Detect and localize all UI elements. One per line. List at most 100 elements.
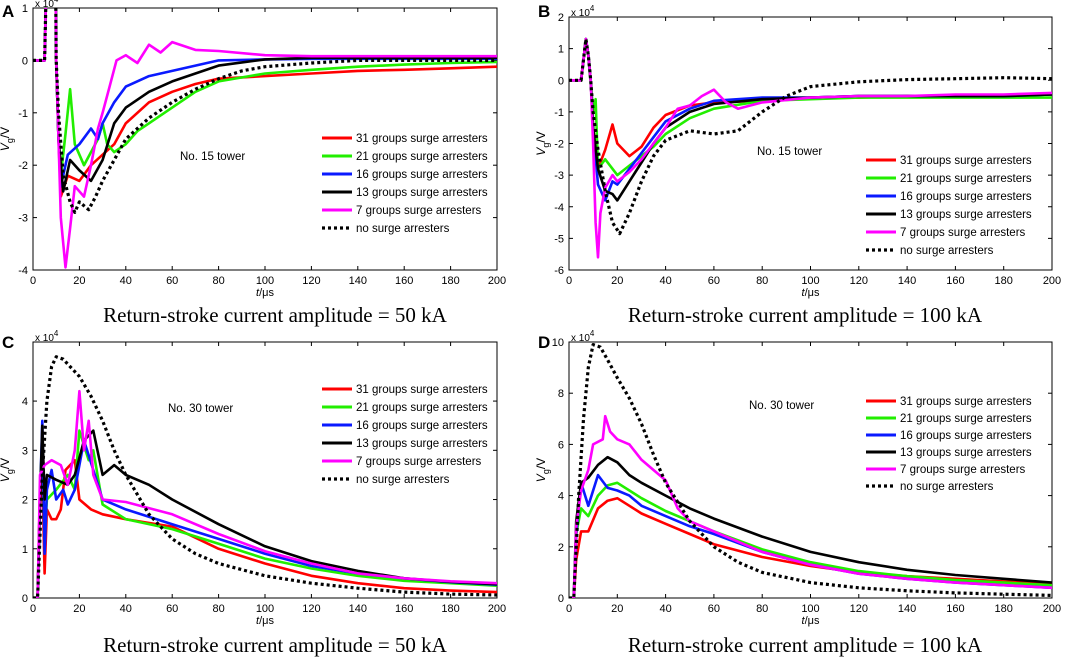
x-axis-label-unit: /μs: [259, 287, 274, 299]
x-tick-label: 100: [801, 275, 819, 287]
x-axis-label-italic: t: [256, 615, 260, 627]
legend-label: 16 groups surge arresters: [356, 420, 488, 432]
x-tick-label: 60: [708, 275, 720, 287]
x-tick-label: 20: [73, 603, 85, 615]
y-tick-label: -5: [554, 233, 564, 245]
x-tick-label: 200: [1043, 603, 1061, 615]
y-exponent-power: 4: [54, 329, 59, 338]
y-tick-label: 6: [558, 439, 564, 451]
x-tick-label: 60: [708, 603, 720, 615]
legend-label: 7 groups surge arresters: [356, 456, 482, 468]
legend-label: 16 groups surge arresters: [900, 191, 1032, 203]
y-tick-label: -6: [554, 265, 564, 277]
y-tick-label: 4: [558, 491, 564, 503]
panel-a-caption: Return-stroke current amplitude = 50 kA: [103, 303, 447, 327]
x-tick-label: 120: [302, 603, 320, 615]
x-tick-label: 20: [73, 275, 85, 287]
y-tick-label: 0: [558, 593, 564, 605]
x-axis-label: t/μs: [802, 615, 820, 627]
panel-b-caption: Return-stroke current amplitude = 100 kA: [627, 303, 983, 327]
y-exponent-label: x 104: [35, 0, 59, 10]
y-tick-label: -4: [18, 265, 28, 277]
legend-label: no surge arresters: [900, 245, 994, 257]
y-tick-label: -3: [554, 170, 564, 182]
y-tick-label: 3: [22, 445, 28, 457]
x-tick-label: 180: [441, 275, 459, 287]
y-axis-label: Vg/V: [534, 131, 551, 155]
x-tick-label: 120: [302, 275, 320, 287]
legend-label: 7 groups surge arresters: [900, 227, 1026, 239]
legend-label: 21 groups surge arresters: [356, 151, 488, 163]
tower-annotation: No. 15 tower: [180, 151, 245, 163]
y-exponent-label: x 104: [571, 329, 595, 344]
x-axis-label-unit: /μs: [259, 615, 274, 627]
x-axis-label: t/μs: [802, 287, 820, 299]
series-line-magenta: [569, 414, 1052, 598]
legend-label: 31 groups surge arresters: [356, 133, 488, 145]
x-tick-label: 0: [566, 275, 572, 287]
panel-d-letter: D: [538, 333, 551, 352]
y-tick-label: 0: [22, 55, 28, 67]
y-exponent-power: 4: [54, 0, 59, 4]
legend-label: 7 groups surge arresters: [356, 205, 482, 217]
legend-label: 31 groups surge arresters: [900, 396, 1032, 408]
y-axis-label-sub: g: [5, 138, 15, 143]
series-line-dotted: [33, 8, 497, 214]
y-axis-label: Vg/V: [0, 458, 15, 482]
chart-b: 0 20 40 60 80 100 120 140 160 180 200 -6 -5 -4 -3 -2 -1 0…: [534, 4, 1061, 299]
x-tick-label: 140: [898, 275, 916, 287]
x-tick-label: 140: [349, 603, 367, 615]
legend-label: 21 groups surge arresters: [900, 413, 1032, 425]
series-line-black: [33, 8, 497, 193]
x-tick-label: 160: [395, 275, 413, 287]
y-axis-label-main: V: [0, 473, 12, 482]
y-tick-label: -3: [18, 213, 28, 225]
x-tick-label: 80: [212, 603, 224, 615]
tower-annotation: No. 15 tower: [757, 146, 822, 158]
x-axis-label-italic: t: [256, 287, 260, 299]
y-tick-label: 1: [558, 44, 564, 56]
series-line-dotted: [569, 37, 1052, 236]
x-tick-label: 100: [256, 275, 274, 287]
legend-label: no surge arresters: [356, 223, 450, 235]
x-tick-label: 200: [488, 603, 506, 615]
series-line-black: [569, 455, 1052, 598]
y-tick-label: -2: [18, 160, 28, 172]
legend-label: 31 groups surge arresters: [900, 155, 1032, 167]
series-line-red: [33, 8, 497, 198]
legend-label: no surge arresters: [356, 474, 450, 486]
x-tick-label: 40: [120, 275, 132, 287]
panel-c-caption: Return-stroke current amplitude = 50 kA: [103, 633, 447, 657]
x-tick-label: 180: [995, 603, 1013, 615]
x-tick-label: 160: [946, 275, 964, 287]
y-exponent-power: 4: [590, 4, 595, 13]
panel-a-letter: A: [2, 2, 15, 21]
x-tick-label: 140: [898, 603, 916, 615]
y-exponent-power: 4: [590, 329, 595, 338]
y-exponent-label: x 104: [571, 4, 595, 19]
panel-d-caption: Return-stroke current amplitude = 100 kA: [627, 633, 983, 657]
panel-c-letter: C: [2, 333, 15, 352]
y-axis-label-unit: /V: [0, 127, 12, 138]
x-tick-label: 60: [166, 275, 178, 287]
legend-label: 13 groups surge arresters: [900, 209, 1032, 221]
y-axis-label-unit: /V: [0, 458, 12, 469]
y-axis-label-sub: g: [5, 469, 15, 474]
x-tick-label: 40: [659, 603, 671, 615]
x-axis-label: t/μs: [256, 287, 274, 299]
y-tick-label: 1: [22, 544, 28, 556]
y-tick-label: -1: [18, 108, 28, 120]
x-tick-label: 160: [395, 603, 413, 615]
y-axis-label-sub: g: [541, 143, 551, 148]
chart-d: 0 20 40 60 80 100 120 140 160 180 200 0 2 4 6 8 10 x 104 t…: [534, 329, 1061, 627]
legend-label: 13 groups surge arresters: [356, 438, 488, 450]
x-tick-label: 80: [756, 275, 768, 287]
panel-b-letter: B: [538, 2, 551, 21]
y-tick-label: 2: [558, 12, 564, 24]
x-tick-label: 80: [756, 603, 768, 615]
x-tick-label: 100: [256, 603, 274, 615]
y-tick-label: 0: [558, 75, 564, 87]
y-tick-label: 8: [558, 388, 564, 400]
